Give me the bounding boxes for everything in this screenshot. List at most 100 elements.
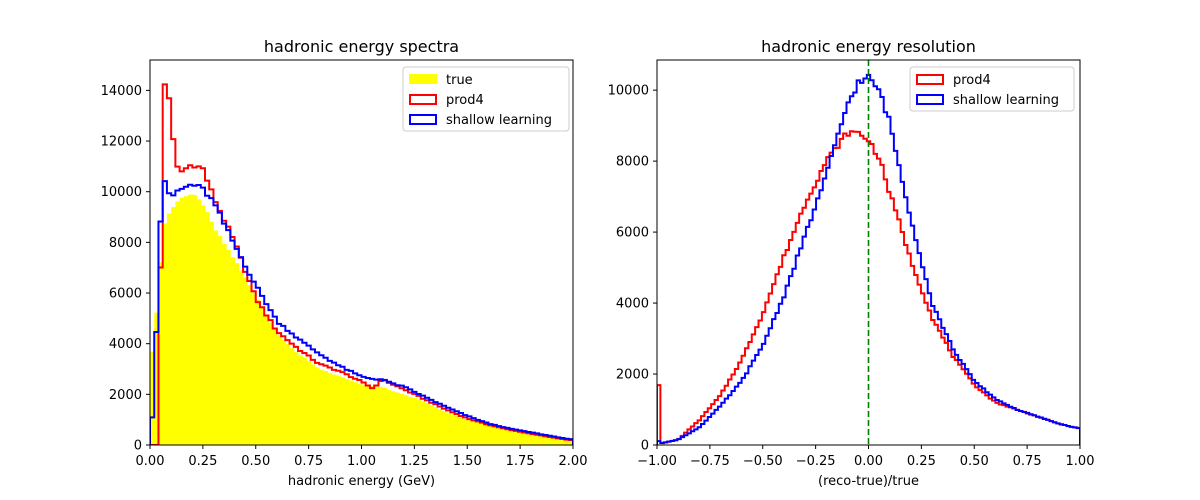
bar-true (386, 389, 392, 445)
bar-true (226, 249, 231, 445)
legend-swatch (916, 74, 944, 85)
x-tick-label: 0.25 (188, 454, 217, 469)
x-tick-label: 0.50 (960, 454, 989, 469)
bar-true (522, 431, 527, 445)
bar-true (158, 262, 164, 445)
x-tick-label: −0.25 (796, 454, 836, 469)
bar-true (331, 374, 337, 445)
legend-label: prod4 (446, 93, 484, 108)
y-tick-label: 10000 (101, 185, 142, 200)
bar-true (247, 285, 252, 445)
bar-true (264, 315, 269, 445)
bar-true (196, 199, 202, 445)
bar-true (450, 414, 455, 445)
bar-true (556, 437, 561, 445)
bar-true (501, 428, 506, 445)
bar-true (467, 420, 472, 445)
bar-true (408, 396, 413, 445)
bar-true (547, 436, 553, 445)
bar-true (298, 355, 303, 445)
plot-area (150, 83, 573, 445)
bar-true (276, 334, 282, 445)
bar-true (378, 386, 384, 445)
bar-true (539, 434, 544, 445)
bar-true (369, 386, 375, 445)
y-tick-label: 4000 (616, 297, 649, 312)
x-tick-label: 0.75 (1013, 454, 1042, 469)
bar-true (251, 292, 257, 445)
x-tick-label: 1.75 (506, 454, 535, 469)
bar-true (221, 243, 227, 445)
legend-label: shallow learning (446, 113, 552, 128)
x-axis-label: (reco-true)/true (818, 474, 919, 489)
x-tick-label: 1.00 (1066, 454, 1095, 469)
bar-true (171, 207, 176, 445)
bar-true (361, 384, 367, 445)
bar-true (234, 263, 240, 445)
bar-true (281, 339, 286, 445)
y-tick-label: 2000 (616, 368, 649, 383)
bar-true (255, 299, 261, 445)
bar-true (543, 435, 549, 445)
legend-label: prod4 (953, 73, 991, 88)
y-tick-label: 4000 (109, 337, 142, 352)
x-tick-label: 0.00 (854, 454, 883, 469)
bar-true (327, 372, 333, 445)
bar-true (530, 433, 536, 445)
bar-true (526, 432, 532, 445)
bar-true (403, 395, 409, 445)
series-shallow-learning-line (150, 180, 573, 445)
bar-true (560, 438, 565, 445)
bar-true (564, 439, 570, 445)
legend-label: true (446, 73, 473, 88)
legend-box (909, 66, 1075, 112)
bar-true (391, 391, 396, 445)
bar-true (505, 429, 510, 445)
bar-true (306, 360, 312, 445)
y-tick-label: 12000 (101, 135, 142, 150)
bar-true (289, 347, 295, 445)
x-tick-label: 0.25 (907, 454, 936, 469)
y-tick-label: 6000 (616, 226, 649, 241)
bar-true (183, 196, 189, 445)
bar-true (150, 351, 155, 445)
bar-true (200, 205, 206, 445)
legend: prod4 shallow learning (909, 66, 1075, 112)
bar-true (399, 393, 405, 445)
y-tick-label: 2000 (109, 388, 142, 403)
bar-true (348, 380, 354, 445)
y-tick-label: 14000 (101, 84, 142, 99)
bar-true (463, 419, 468, 445)
bar-true (268, 322, 274, 445)
bar-true (484, 424, 489, 445)
chart-title: hadronic energy spectra (264, 37, 459, 56)
bar-true (395, 392, 400, 445)
bar-true (488, 425, 494, 445)
y-tick-label: 6000 (109, 287, 142, 302)
bar-true (259, 306, 265, 445)
bar-true (166, 213, 172, 445)
bar-true (340, 377, 345, 445)
bar-true (188, 194, 193, 445)
bar-true (302, 357, 307, 445)
bar-true (310, 364, 316, 445)
bar-true (204, 212, 210, 445)
bar-true (179, 197, 185, 445)
y-tick-label: 10000 (608, 84, 649, 99)
bar-true (496, 427, 502, 445)
legend-box (402, 66, 570, 132)
bar-true (323, 370, 329, 445)
bar-true (154, 312, 159, 445)
x-tick-label: −1.00 (637, 454, 677, 469)
bar-true (475, 422, 481, 445)
bar-true (568, 439, 573, 445)
bar-true (209, 221, 214, 445)
bar-true (551, 437, 557, 445)
bar-true (365, 385, 371, 445)
y-tick-label: 8000 (109, 236, 142, 251)
bar-true (272, 329, 278, 445)
bar-true (382, 387, 388, 445)
y-tick-label: 0 (641, 439, 649, 454)
bar-true (162, 223, 168, 445)
x-tick-label: 0.75 (294, 454, 323, 469)
